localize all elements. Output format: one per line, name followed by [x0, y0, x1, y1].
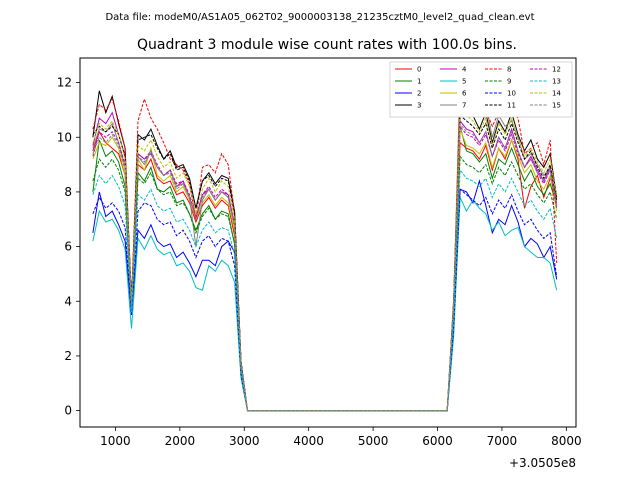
y-tick-label: 8	[64, 185, 72, 199]
x-tick-label: 5000	[358, 434, 389, 448]
y-axis: 0 2 4 6 8 10 12	[57, 76, 80, 418]
legend-label-13: 13	[552, 78, 561, 86]
legend-label-4: 4	[462, 66, 467, 74]
x-axis: 1000 2000 3000 4000 5000 6000 7000 8000	[100, 427, 582, 448]
legend-label-12: 12	[552, 66, 561, 74]
legend-label-0: 0	[417, 66, 421, 74]
series-line-10	[92, 188, 558, 412]
x-tick-label: 6000	[422, 434, 453, 448]
legend-label-2: 2	[417, 90, 421, 98]
y-tick-label: 12	[57, 76, 72, 90]
x-tick-label: 7000	[487, 434, 518, 448]
series-line-15	[92, 122, 558, 412]
y-tick-label: 4	[64, 294, 72, 308]
legend-box	[389, 61, 573, 118]
legend-label-9: 9	[507, 78, 511, 86]
x-tick-label: 3000	[229, 434, 260, 448]
y-tick-label: 0	[64, 404, 72, 418]
legend-label-10: 10	[507, 90, 516, 98]
x-axis-offset-label: +3.0505e8	[509, 456, 576, 470]
y-tick-label: 2	[64, 349, 72, 363]
legend-label-3: 3	[417, 102, 421, 110]
x-tick-label: 2000	[165, 434, 196, 448]
y-tick-label: 6	[64, 240, 72, 254]
chart-title: Quadrant 3 module wise count rates with …	[137, 37, 517, 53]
legend-label-14: 14	[552, 90, 561, 98]
figure-suptitle: Data file: modeM0/AS1A05_062T02_90000031…	[105, 12, 534, 23]
legend-label-7: 7	[462, 102, 466, 110]
x-tick-label: 4000	[293, 434, 324, 448]
plot-frame	[79, 57, 577, 428]
legend-label-1: 1	[417, 78, 421, 86]
x-tick-label: 1000	[100, 434, 131, 448]
y-tick-label: 10	[57, 130, 72, 144]
series-lines	[92, 72, 558, 412]
legend-label-6: 6	[462, 90, 467, 98]
legend-label-11: 11	[507, 102, 516, 110]
x-tick-label: 8000	[551, 434, 582, 448]
legend-label-8: 8	[507, 66, 511, 74]
legend-label-15: 15	[552, 102, 561, 110]
legend-label-5: 5	[462, 78, 466, 86]
plot-area: 1000 2000 3000 4000 5000 6000 7000 8000 0246810…	[57, 57, 582, 448]
